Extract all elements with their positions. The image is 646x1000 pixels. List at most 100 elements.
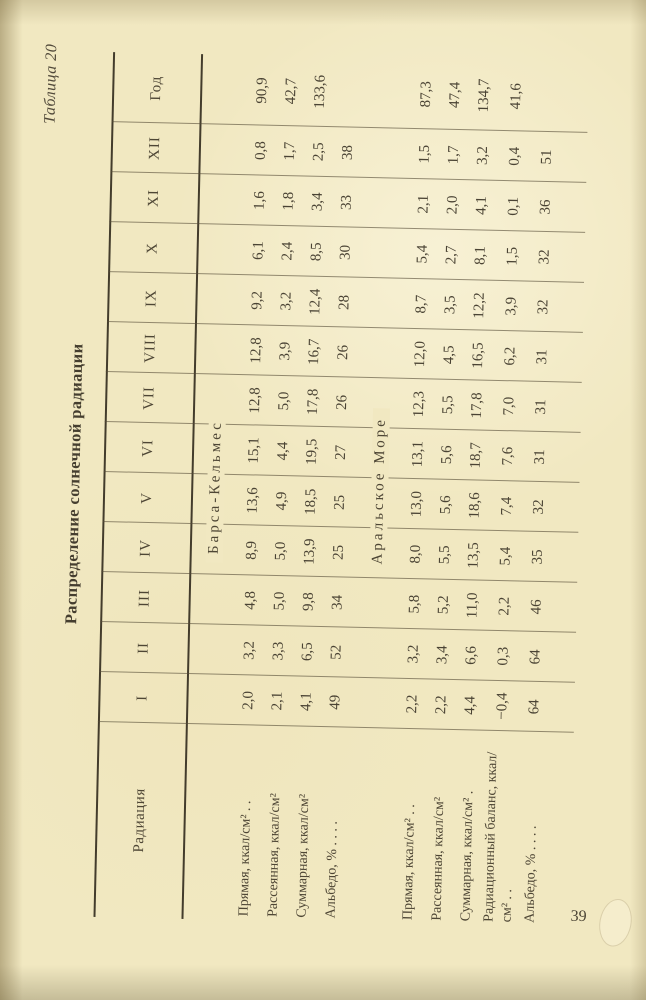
value-cell: 5,5 xyxy=(439,395,457,415)
value-cell: 38 xyxy=(339,144,357,161)
value-cell: 2,2 xyxy=(404,694,421,714)
value-cell: −0,4 xyxy=(494,692,511,720)
value-cell: 26 xyxy=(334,394,351,411)
value-cell: 1,7 xyxy=(281,141,299,161)
value-cell: 8,1 xyxy=(472,245,489,266)
value-cell: 35 xyxy=(529,549,546,565)
value-cell: 9,8 xyxy=(300,592,317,612)
month-header-cell: II xyxy=(134,641,152,655)
value-cell: 3,9 xyxy=(277,341,294,361)
value-cell: 1,5 xyxy=(416,144,434,164)
year-value-cell: 90,9 xyxy=(253,77,271,104)
value-cell: 3,2 xyxy=(241,640,258,660)
value-cell: 13,6 xyxy=(244,487,262,514)
value-cell: 1,6 xyxy=(251,190,268,211)
value-cell: 5,6 xyxy=(438,445,456,465)
value-cell: 5,0 xyxy=(276,391,293,411)
value-cell: 46 xyxy=(528,599,545,615)
month-header-cell: XII xyxy=(146,136,163,161)
year-value-cell: 41,6 xyxy=(507,82,525,110)
value-cell: 9,2 xyxy=(249,290,266,311)
month-header-cell: III xyxy=(136,588,153,608)
value-cell: 6,2 xyxy=(502,346,519,366)
value-cell: 17,8 xyxy=(304,388,322,416)
value-cell: 2,0 xyxy=(444,195,461,215)
value-cell: 1,5 xyxy=(504,246,521,266)
value-cell: 6,5 xyxy=(299,642,316,662)
value-cell: 2,4 xyxy=(279,241,296,261)
radiation-header-cell: Радиация xyxy=(130,788,148,853)
value-cell: 3,2 xyxy=(405,644,422,664)
value-cell: 12,2 xyxy=(471,292,488,319)
value-cell: 2,1 xyxy=(269,691,286,711)
value-cell: 31 xyxy=(532,399,550,415)
value-cell: 17,8 xyxy=(468,392,486,419)
value-cell: 25 xyxy=(330,544,347,561)
value-cell: 30 xyxy=(337,244,354,261)
value-cell: 0,4 xyxy=(506,146,524,166)
month-header-cell: V xyxy=(138,491,155,505)
row-label-cell: Альбедо, % . . . . xyxy=(522,825,540,923)
value-cell: 52 xyxy=(328,644,345,661)
month-header-cell: VI xyxy=(139,438,156,458)
value-cell: 11,0 xyxy=(464,592,481,619)
value-cell: 3,2 xyxy=(474,145,492,166)
value-cell: 25 xyxy=(331,494,349,511)
value-cell: 3,4 xyxy=(309,192,326,212)
value-cell: 64 xyxy=(526,699,543,715)
value-cell: 0,3 xyxy=(495,646,512,666)
value-cell: 8,5 xyxy=(308,242,325,262)
value-cell: 5,4 xyxy=(497,546,514,566)
value-cell: 8,7 xyxy=(413,294,430,314)
value-cell: 5,4 xyxy=(414,244,431,264)
value-cell: 2,7 xyxy=(443,245,460,265)
table-body: Барса-Кельмес Прямая, ккал/см² . . 2,0 3,2 4… xyxy=(181,54,564,927)
value-cell: 5,5 xyxy=(436,545,453,565)
value-cell: 1,8 xyxy=(280,191,297,211)
month-header-cell: VII xyxy=(140,385,158,411)
value-cell: 15,1 xyxy=(245,437,263,464)
value-cell: 34 xyxy=(329,594,346,611)
value-cell: 3,2 xyxy=(278,291,295,311)
radiation-table: Радиация I II III IV V VI VII VIII IX X XI XII Год Бар… xyxy=(93,52,564,927)
value-cell: 18,5 xyxy=(302,488,320,516)
row-label-cell: Рассеянная, ккал/см² xyxy=(429,796,448,921)
value-cell: 2,5 xyxy=(310,142,328,162)
year-header-cell: Год xyxy=(147,75,165,101)
month-header-cell: IX xyxy=(142,288,160,308)
value-cell: 13,1 xyxy=(409,440,427,468)
month-header-cell: I xyxy=(133,694,151,702)
value-cell: 13,9 xyxy=(301,538,319,566)
value-cell: 12,8 xyxy=(248,337,265,364)
value-cell: 6,1 xyxy=(250,240,267,261)
row-label-cell: Суммарная, ккал/см² . xyxy=(458,790,477,922)
value-cell: 32 xyxy=(530,499,548,515)
value-cell: 16,7 xyxy=(306,338,323,366)
value-cell: 4,1 xyxy=(473,195,490,216)
row-label-cell: Альбедо, % . . . . xyxy=(323,820,341,919)
value-cell: 4,5 xyxy=(441,345,458,365)
value-cell: 36 xyxy=(537,199,554,215)
value-cell: 13,5 xyxy=(465,542,483,569)
value-cell: 32 xyxy=(535,299,552,315)
value-cell: 8,0 xyxy=(407,544,425,564)
value-cell: 18,7 xyxy=(467,442,485,469)
value-cell: 8,9 xyxy=(243,540,261,560)
value-cell: 16,5 xyxy=(470,342,487,369)
year-value-cell: 47,4 xyxy=(446,81,464,109)
value-cell: 4,4 xyxy=(462,695,479,715)
value-cell: 4,9 xyxy=(273,491,291,511)
row-label-cell: Прямая, ккал/см² . . xyxy=(400,804,418,921)
value-cell: 3,3 xyxy=(270,641,287,661)
value-cell: 0,1 xyxy=(505,196,522,216)
value-cell: 6,6 xyxy=(463,645,480,665)
value-cell: 32 xyxy=(536,249,553,265)
value-cell: 7,0 xyxy=(500,396,518,416)
value-cell: 51 xyxy=(538,149,556,165)
table-caption: Таблица 20 xyxy=(41,43,61,125)
value-cell: 26 xyxy=(335,344,352,361)
value-cell: 3,9 xyxy=(503,296,520,316)
value-cell: 49 xyxy=(327,694,344,711)
value-cell: 3,4 xyxy=(434,645,451,665)
